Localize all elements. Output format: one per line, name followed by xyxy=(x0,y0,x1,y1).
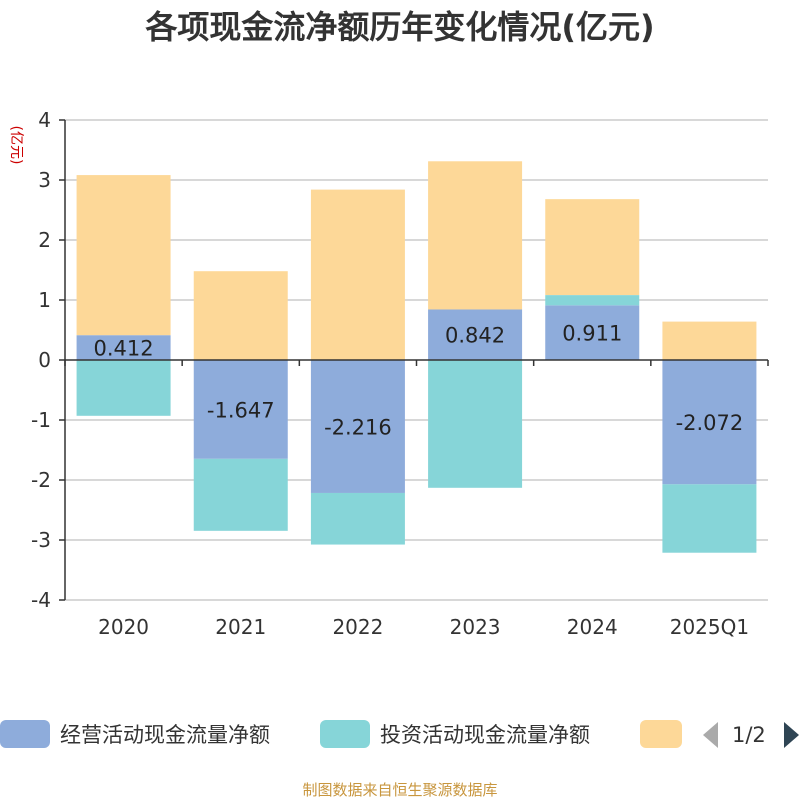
bars-layer xyxy=(76,161,757,553)
y-tick-label: -1 xyxy=(31,408,51,432)
bar-segment-2022-2[interactable] xyxy=(310,189,405,360)
legend-label-investing[interactable]: 投资活动现金流量净额 xyxy=(380,723,590,747)
bar-segment-2021-0[interactable] xyxy=(193,360,288,459)
x-tick-labels: 2020 2021 2022 2023 2024 2025Q1 xyxy=(98,615,749,639)
data-label-2022: -2.216 xyxy=(324,415,392,439)
bar-segment-2022-1[interactable] xyxy=(310,492,405,545)
y-tick-label: 3 xyxy=(38,168,51,192)
data-labels: 0.412 -1.647 -2.216 0.842 0.911 -2.072 xyxy=(94,322,744,440)
legend-next-page-icon[interactable] xyxy=(784,722,799,748)
legend-swatch-financing[interactable] xyxy=(640,720,682,748)
y-tick-label: -3 xyxy=(31,528,51,552)
bar-segment-2022-0[interactable] xyxy=(310,360,405,493)
legend-label-operating[interactable]: 经营活动现金流量净额 xyxy=(60,723,270,747)
x-tick-label: 2025Q1 xyxy=(670,615,749,639)
chart-title: 各项现金流净额历年变化情况(亿元) xyxy=(145,8,654,46)
legend: 经营活动现金流量净额 投资活动现金流量净额 1/2 xyxy=(0,720,799,748)
bar-segment-2024-1[interactable] xyxy=(545,295,640,306)
legend-swatch-operating[interactable] xyxy=(0,720,50,748)
bar-segment-2025Q1-0[interactable] xyxy=(662,360,757,485)
legend-swatch-investing[interactable] xyxy=(320,720,370,748)
y-tick-labels: 4 3 2 1 0 -1 -2 -3 -4 xyxy=(31,108,65,612)
data-label-2021: -1.647 xyxy=(207,398,275,422)
y-tick-label: 0 xyxy=(38,348,51,372)
y-tick-label: 1 xyxy=(38,288,51,312)
bar-segment-2023-2[interactable] xyxy=(428,161,523,310)
bar-segment-2023-1[interactable] xyxy=(428,360,523,488)
data-label-2020: 0.412 xyxy=(94,337,154,361)
y-tick-label: 2 xyxy=(38,228,51,252)
bar-segment-2021-1[interactable] xyxy=(193,458,288,531)
x-tick-label: 2021 xyxy=(215,615,266,639)
y-tick-label: -2 xyxy=(31,468,51,492)
x-tick-label: 2023 xyxy=(450,615,501,639)
x-tick-label: 2022 xyxy=(332,615,383,639)
data-label-2025Q1: -2.072 xyxy=(676,411,744,435)
source-note: 制图数据来自恒生聚源数据库 xyxy=(302,781,497,799)
bar-segment-2023-0[interactable] xyxy=(428,309,523,360)
bar-segment-2025Q1-2[interactable] xyxy=(662,321,757,360)
y-axis-unit: (亿元) xyxy=(8,126,24,165)
y-tick-label: -4 xyxy=(31,588,51,612)
bar-segment-2020-2[interactable] xyxy=(76,175,171,336)
x-tick-label: 2024 xyxy=(567,615,618,639)
legend-pager: 1/2 xyxy=(732,723,766,747)
data-label-2023: 0.842 xyxy=(445,324,505,348)
legend-prev-page-icon[interactable] xyxy=(703,722,718,748)
bar-segment-2021-2[interactable] xyxy=(193,271,288,360)
y-tick-label: 4 xyxy=(38,108,51,132)
bar-segment-2024-0[interactable] xyxy=(545,305,640,360)
bar-segment-2024-2[interactable] xyxy=(545,199,640,296)
bar-segment-2025Q1-1[interactable] xyxy=(662,484,757,553)
x-tick-label: 2020 xyxy=(98,615,149,639)
bar-segment-2020-1[interactable] xyxy=(76,360,171,416)
bar-segment-2020-0[interactable] xyxy=(76,335,171,360)
grid-lines xyxy=(65,119,768,601)
data-label-2024: 0.911 xyxy=(562,322,622,346)
